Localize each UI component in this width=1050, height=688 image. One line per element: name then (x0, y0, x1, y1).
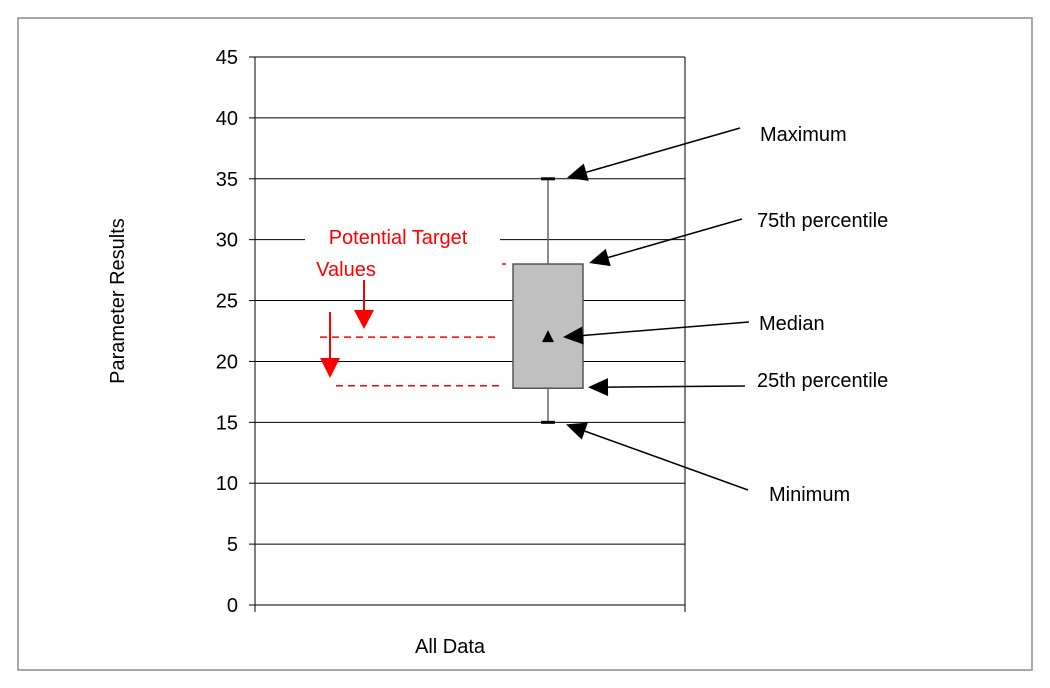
arrow-median-shaft (582, 321, 750, 337)
arrow-minimum-head (566, 422, 588, 440)
box (512, 177, 584, 424)
axes (249, 56, 686, 612)
annotation-median: Median (759, 313, 825, 335)
y-tick-label-15: 15 (216, 412, 238, 434)
annotation-maximum: Maximum (760, 124, 847, 146)
target-label-line2: Values (316, 259, 376, 281)
y-tick-label-20: 20 (216, 351, 238, 373)
annotations (563, 127, 750, 491)
y-tick-label-45: 45 (216, 47, 238, 69)
annotation-75th-percentile: 75th percentile (757, 210, 888, 232)
y-tick-label-0: 0 (227, 595, 238, 617)
arrow-75th-shaft (608, 218, 743, 259)
potential-target-values (320, 263, 506, 387)
y-tick-label-10: 10 (216, 473, 238, 495)
gridlines (255, 56, 685, 545)
arrow-maximum-head (567, 163, 589, 181)
arrow-25th-head (588, 378, 609, 397)
target-label-line1: Potential Target (329, 227, 468, 249)
y-tick-label-35: 35 (216, 169, 238, 191)
y-tick-label-5: 5 (227, 534, 238, 556)
annotation-25th-percentile: 25th percentile (757, 370, 888, 392)
target-label-background (305, 226, 500, 248)
y-tick-label-25: 25 (216, 291, 238, 313)
y-tick-labels: 0 5 10 15 20 25 30 35 40 45 (216, 47, 238, 617)
y-tick-label-40: 40 (216, 108, 238, 130)
arrow-maximum-shaft (586, 127, 741, 173)
arrow-25th-shaft (607, 385, 746, 388)
y-axis-label: Parameter Results (107, 218, 129, 384)
median-marker (542, 330, 554, 343)
arrow-75th-head (589, 248, 611, 267)
box-iqr (512, 263, 584, 389)
x-tick-label-all-data: All Data (415, 636, 486, 658)
arrow-minimum-shaft (584, 430, 749, 491)
annotation-minimum: Minimum (769, 484, 850, 506)
arrow-median-head (563, 326, 584, 345)
y-tick-label-30: 30 (216, 230, 238, 252)
target-arrow-2-head (320, 358, 340, 378)
target-arrow-1-head (354, 310, 374, 329)
